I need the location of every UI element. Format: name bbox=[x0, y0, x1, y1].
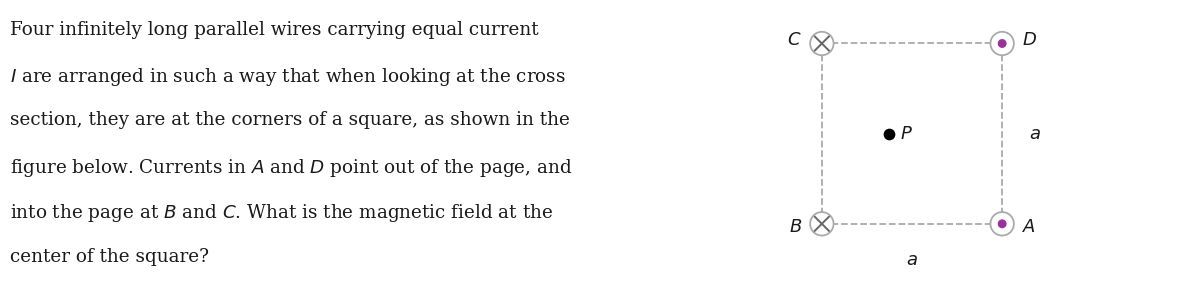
Text: $C$: $C$ bbox=[787, 31, 802, 49]
Text: $I$ are arranged in such a way that when looking at the cross: $I$ are arranged in such a way that when… bbox=[10, 66, 565, 88]
Text: figure below. Currents in $A$ and $D$ point out of the page, and: figure below. Currents in $A$ and $D$ po… bbox=[10, 157, 572, 179]
Text: $a$: $a$ bbox=[906, 251, 918, 269]
Circle shape bbox=[810, 212, 834, 236]
Text: into the page at $B$ and $C$. What is the magnetic field at the: into the page at $B$ and $C$. What is th… bbox=[10, 202, 553, 224]
Text: center of the square?: center of the square? bbox=[10, 248, 209, 265]
Text: $a$: $a$ bbox=[1030, 125, 1042, 143]
Text: $B$: $B$ bbox=[788, 218, 802, 236]
Circle shape bbox=[990, 32, 1014, 55]
Circle shape bbox=[998, 40, 1006, 47]
Point bbox=[880, 131, 899, 136]
Text: section, they are at the corners of a square, as shown in the: section, they are at the corners of a sq… bbox=[10, 111, 570, 129]
Text: $P$: $P$ bbox=[900, 125, 913, 143]
Text: Four infinitely long parallel wires carrying equal current: Four infinitely long parallel wires carr… bbox=[10, 21, 538, 38]
Circle shape bbox=[990, 212, 1014, 236]
Text: $D$: $D$ bbox=[1022, 31, 1037, 49]
Circle shape bbox=[810, 32, 834, 55]
Text: $A$: $A$ bbox=[1022, 218, 1036, 236]
Circle shape bbox=[998, 220, 1006, 228]
